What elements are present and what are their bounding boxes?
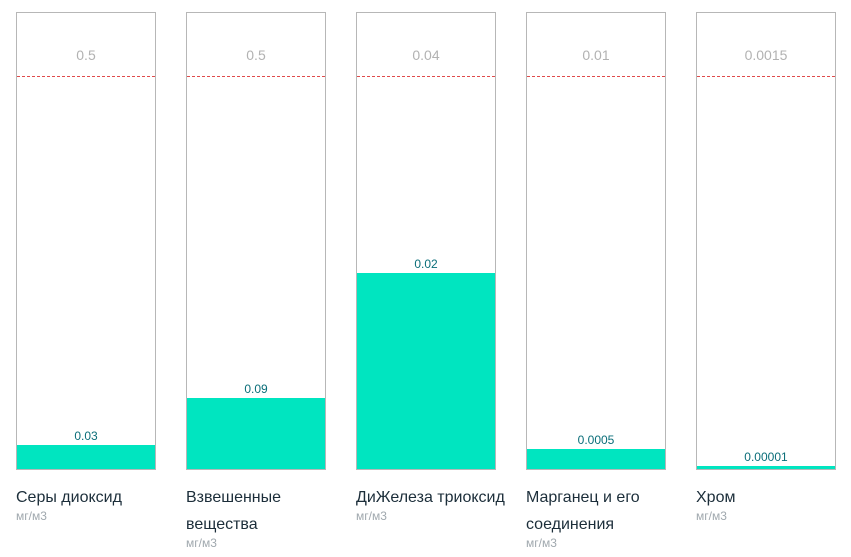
category-label: Марганец и его соединения <box>526 489 640 533</box>
bar-frame: 0.5 0.09 <box>186 12 326 470</box>
unit-label: мг/м3 <box>186 536 217 550</box>
bar-panel: 0.5 0.09 Взвешенные вещества мг/м3 <box>186 0 326 557</box>
bar <box>527 449 665 469</box>
bar <box>187 398 325 469</box>
unit-label: мг/м3 <box>696 509 727 523</box>
category-label: Серы диоксид <box>16 489 122 506</box>
bar-frame: 0.0015 0.00001 <box>696 12 836 470</box>
category-label: Взвешенные вещества <box>186 489 282 533</box>
bar-frame: 0.04 0.02 <box>356 12 496 470</box>
unit-label: мг/м3 <box>356 509 387 523</box>
bar-panel: 0.04 0.02 ДиЖелеза триоксид мг/м3 <box>356 0 505 557</box>
value-label: 0.02 <box>414 256 438 271</box>
bar-frame: 0.5 0.03 <box>16 12 156 470</box>
value-label: 0.00001 <box>744 450 788 465</box>
unit-label: мг/м3 <box>16 509 47 523</box>
limit-label: 0.01 <box>582 47 610 63</box>
limit-label: 0.04 <box>412 47 440 63</box>
bar <box>357 272 495 469</box>
bar <box>697 466 835 469</box>
category-label: Хром <box>696 489 736 506</box>
limit-line <box>187 76 325 77</box>
bar-frame: 0.01 0.0005 <box>526 12 666 470</box>
bar <box>17 445 155 469</box>
unit-label: мг/м3 <box>526 536 557 550</box>
limit-line <box>697 76 835 77</box>
value-label: 0.09 <box>244 382 268 397</box>
bar-panel: 0.0015 0.00001 Хром мг/м3 <box>696 0 836 557</box>
limit-line <box>357 76 495 77</box>
limit-label: 0.0015 <box>744 47 788 63</box>
value-label: 0.0005 <box>577 433 615 448</box>
category-label: ДиЖелеза триоксид <box>356 489 505 506</box>
limit-line <box>527 76 665 77</box>
limit-line <box>17 76 155 77</box>
bar-panel: 0.01 0.0005 Марганец и его соединения мг/м3 <box>526 0 666 557</box>
limit-label: 0.5 <box>76 47 96 63</box>
limit-label: 0.5 <box>246 47 266 63</box>
value-label: 0.03 <box>74 429 98 444</box>
bar-panel: 0.5 0.03 Серы диоксид мг/м3 <box>16 0 156 557</box>
